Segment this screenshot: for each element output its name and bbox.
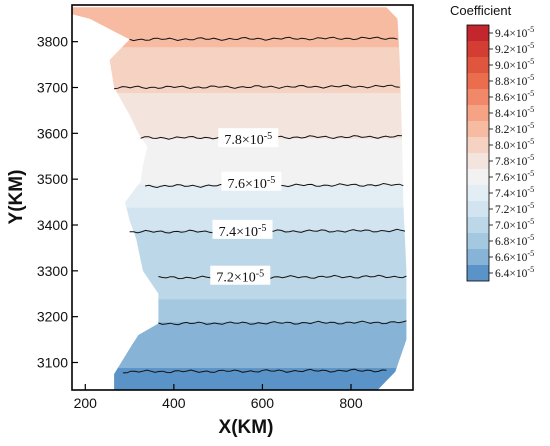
legend-swatch (467, 265, 489, 281)
color-band (72, 137, 407, 162)
legend-swatch (467, 217, 489, 233)
x-axis: 200 400 600 800 (74, 384, 363, 411)
legend-label: 7.8×10-5 (495, 153, 534, 168)
legend-swatch (467, 73, 489, 89)
color-band (72, 252, 407, 277)
y-axis: 3100 3200 3300 3400 3500 3600 3700 3800 (37, 34, 78, 371)
legend-swatch (467, 121, 489, 137)
legend-label: 8.0×10-5 (495, 137, 534, 152)
x-tick-label: 200 (74, 395, 98, 411)
y-tick-label: 3600 (37, 125, 68, 141)
color-band (72, 46, 407, 71)
x-tick-label: 600 (251, 395, 275, 411)
color-band (72, 7, 407, 25)
contour-label-box (210, 265, 271, 285)
legend-swatch (467, 185, 489, 201)
legend-swatch (467, 105, 489, 121)
contour-label: 7.2×10-5 (216, 269, 264, 286)
contour-label-box (212, 219, 273, 239)
legend-swatch (467, 25, 489, 41)
legend-label: 8.4×10-5 (495, 105, 534, 120)
contour-line (158, 320, 407, 326)
legend-label: 9.0×10-5 (495, 57, 534, 72)
legend-label: 7.2×10-5 (495, 201, 534, 216)
y-tick-label: 3300 (37, 263, 68, 279)
legend-label: 8.8×10-5 (495, 73, 534, 88)
y-tick-label: 3400 (37, 217, 68, 233)
legend-swatch (467, 137, 489, 153)
legend-label: 6.6×10-5 (495, 249, 534, 264)
y-tick-label: 3700 (37, 80, 68, 96)
color-band (72, 23, 407, 48)
legend-swatch (467, 41, 489, 57)
contour-line (122, 368, 387, 374)
plot-area: 7.8×10-5 7.6×10-5 7.4×10-5 7.2×10-5 (72, 7, 407, 390)
x-tick-label: 400 (162, 395, 186, 411)
y-tick-label: 3100 (37, 355, 68, 371)
contour-labels: 7.8×10-5 7.6×10-5 7.4×10-5 7.2×10-5 (210, 128, 282, 286)
color-band (72, 344, 407, 369)
plot-frame (71, 4, 414, 391)
color-band (72, 321, 407, 346)
legend-frame (466, 24, 490, 282)
contour-line (158, 274, 407, 280)
legend-title: Coefficient (450, 3, 512, 18)
color-bands (72, 7, 407, 390)
legend-swatch (467, 249, 489, 265)
legend-swatch (467, 89, 489, 105)
color-band (72, 229, 407, 254)
contour-label-box (221, 171, 282, 191)
contour-label: 7.4×10-5 (219, 223, 267, 240)
contour-label-box (218, 128, 279, 148)
legend-swatch (467, 153, 489, 169)
legend-label: 8.2×10-5 (495, 121, 534, 136)
y-tick-label: 3200 (37, 309, 68, 325)
color-band (72, 206, 407, 231)
legend-swatch (467, 233, 489, 249)
legend-label: 8.6×10-5 (495, 89, 534, 104)
color-band (72, 92, 407, 116)
legend-swatch (467, 169, 489, 185)
x-tick-label: 800 (339, 395, 363, 411)
legend-label: 7.6×10-5 (495, 169, 534, 184)
contour-label: 7.8×10-5 (224, 131, 272, 148)
legend-swatch (467, 57, 489, 73)
contour-line (114, 84, 400, 90)
x-axis-title: X(KM) (219, 417, 274, 438)
legend-label: 9.2×10-5 (495, 41, 534, 56)
contour-line (129, 36, 398, 42)
legend-label: 9.4×10-5 (495, 25, 534, 40)
color-band (72, 69, 407, 94)
color-band (72, 183, 407, 208)
color-band (72, 298, 407, 323)
legend: Coefficient 9.4×10-59.2×10-59.0×10-58.8×… (450, 3, 534, 282)
y-axis-title: Y(KM) (6, 170, 27, 225)
legend-label: 6.4×10-5 (495, 265, 534, 280)
contour-label: 7.6×10-5 (227, 175, 275, 192)
y-tick-label: 3800 (37, 34, 68, 50)
y-tick-label: 3500 (37, 171, 68, 187)
legend-label: 7.0×10-5 (495, 217, 534, 232)
legend-label: 6.8×10-5 (495, 233, 534, 248)
legend-label: 7.4×10-5 (495, 185, 534, 200)
color-band (72, 115, 407, 139)
color-band (72, 367, 407, 390)
legend-swatch (467, 201, 489, 217)
